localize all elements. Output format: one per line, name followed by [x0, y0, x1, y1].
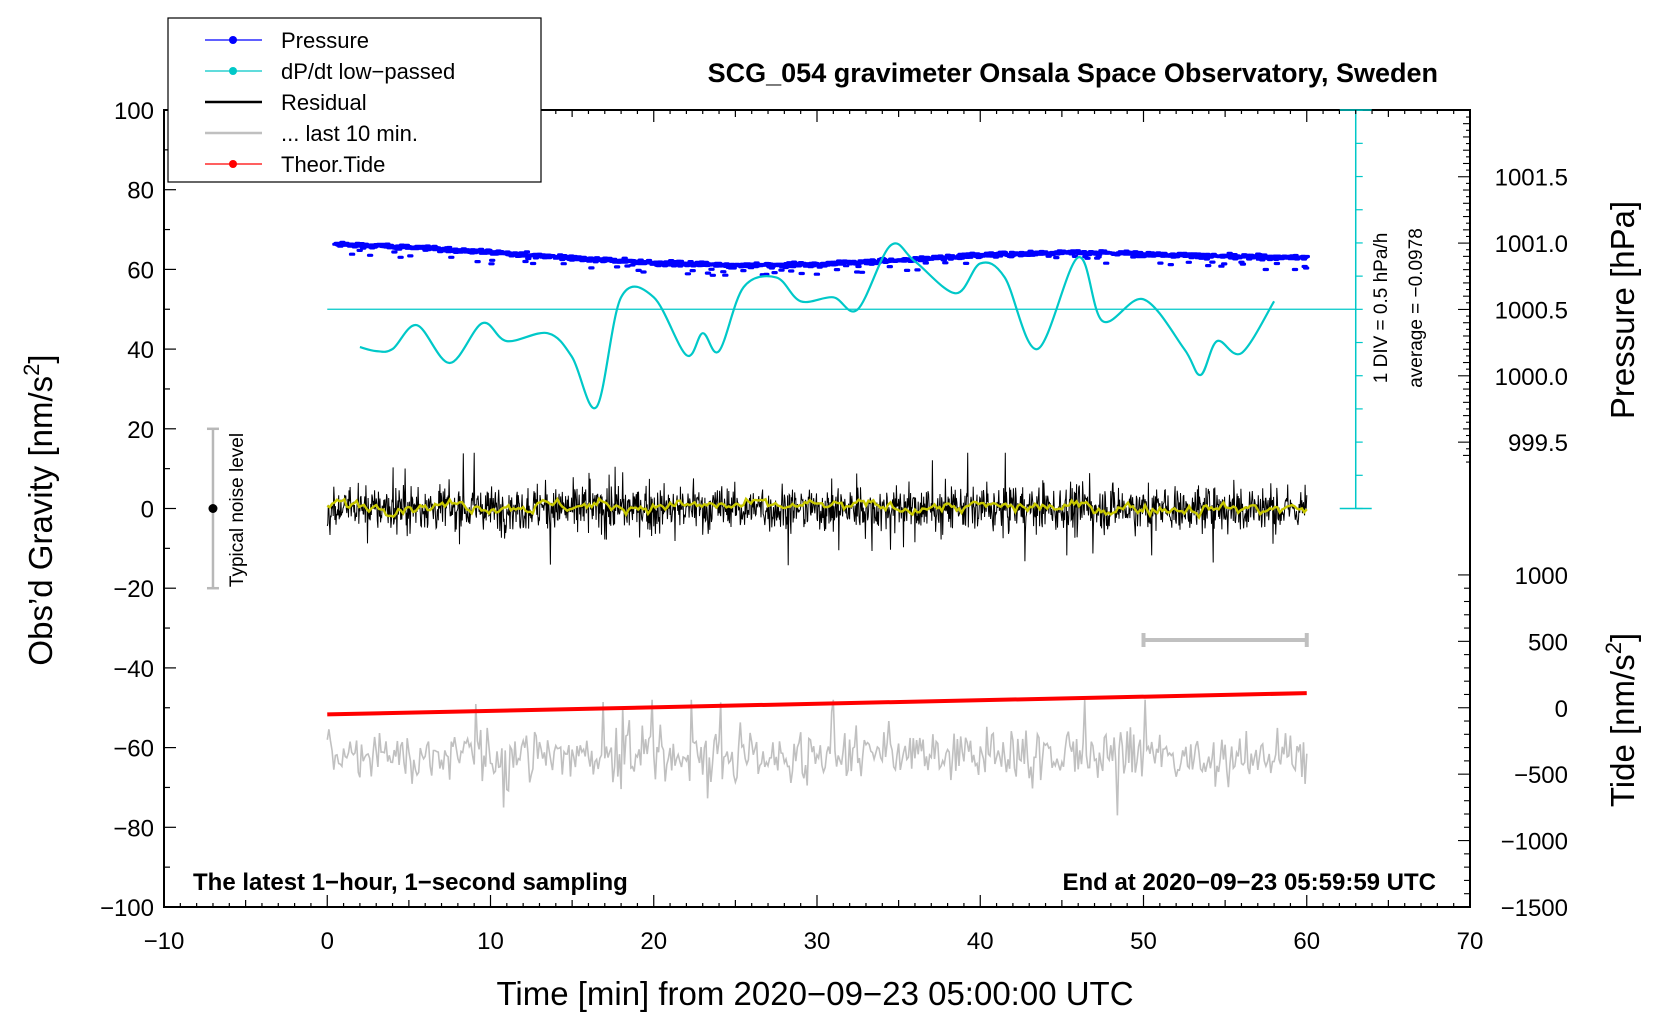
- residual-smoothed-line: [326, 496, 1308, 521]
- y-tick-label: −20: [113, 576, 154, 603]
- y-tick-label: −100: [100, 895, 154, 922]
- dpdt-line: [359, 242, 1276, 410]
- legend-box: [167, 17, 542, 183]
- y-tick-label: 20: [127, 417, 154, 444]
- pressure-tick-label: 1000.0: [1495, 364, 1568, 391]
- legend-entries: Pressure dP/dt low−passed Residual ... last…: [205, 28, 455, 177]
- legend-swatch-dot: [229, 36, 237, 44]
- tide-tick-label: 0: [1555, 696, 1568, 723]
- y-tick-label: 60: [127, 257, 154, 284]
- tide-tick-label: 1000: [1515, 563, 1568, 590]
- y-tick-label: −80: [113, 815, 154, 842]
- footer-left: The latest 1−hour, 1−second sampling: [193, 869, 628, 896]
- x-tick-label: 60: [1293, 928, 1320, 955]
- tide-tick-label: −1000: [1501, 829, 1568, 856]
- legend-label: Theor.Tide: [281, 152, 385, 177]
- y-axis-label-tide: Tide [nm/s2]: [1601, 633, 1641, 807]
- x-tick-label: 40: [967, 928, 994, 955]
- legend-label: Residual: [281, 90, 367, 115]
- legend-swatch-dot: [229, 67, 237, 75]
- y-tick-label: −60: [113, 736, 154, 763]
- tide-tick-label: −500: [1514, 762, 1568, 789]
- y-tick-label: −40: [113, 656, 154, 683]
- legend: Pressure dP/dt low−passed Residual ... last…: [167, 17, 542, 183]
- x-tick-label: 70: [1457, 928, 1484, 955]
- series-layer: [206, 109, 1372, 816]
- legend-label: dP/dt low−passed: [281, 59, 455, 84]
- chart-title: SCG_054 gravimeter Onsala Space Observat…: [708, 58, 1438, 88]
- pressure-tick-label: 1001.5: [1495, 165, 1568, 192]
- x-tick-label: 50: [1130, 928, 1157, 955]
- y-tick-label: 0: [141, 497, 154, 524]
- x-tick-label: 10: [477, 928, 504, 955]
- pressure-tick-label: 999.5: [1508, 430, 1568, 457]
- pressure-tick-label: 1001.0: [1495, 231, 1568, 258]
- legend-swatch-dot: [229, 160, 237, 168]
- noise-level-label: Typical noise level: [227, 433, 248, 587]
- y-tick-label: 80: [127, 178, 154, 205]
- dpdt-average-label: average = −0.0978: [1406, 228, 1427, 388]
- legend-label: ... last 10 min.: [281, 121, 418, 146]
- legend-label: Pressure: [281, 28, 369, 53]
- last-10min-line: [326, 699, 1308, 816]
- x-tick-label: 20: [640, 928, 667, 955]
- x-axis-label: Time [min] from 2020−09−23 05:00:00 UTC: [496, 975, 1133, 1012]
- y-axis-label-pressure: Pressure [hPa]: [1604, 201, 1641, 419]
- x-tick-label: 0: [321, 928, 334, 955]
- x-tick-label: −10: [144, 928, 185, 955]
- y-axis-label-left: Obs’d Gravity [nm/s2]: [19, 354, 59, 665]
- pressure-tick-label: 1000.5: [1495, 297, 1568, 324]
- ticks-layer: −10 0 10 20 30 40 50 60 70−100−80−60−40−20020406…: [100, 98, 1568, 955]
- footer-right: End at 2020−09−23 05:59:59 UTC: [1062, 869, 1436, 896]
- tide-tick-label: −1500: [1501, 895, 1568, 922]
- x-tick-label: 30: [804, 928, 831, 955]
- y-tick-label: 100: [114, 98, 154, 125]
- pressure-dots: [332, 240, 1310, 277]
- tide-line: [327, 691, 1307, 717]
- residual-line: [326, 452, 1308, 566]
- noise-bar-center: [208, 504, 218, 513]
- tide-tick-label: 500: [1528, 629, 1568, 656]
- y-tick-label: 40: [127, 337, 154, 364]
- dpdt-scale-label: 1 DIV = 0.5 hPa/h: [1371, 233, 1392, 384]
